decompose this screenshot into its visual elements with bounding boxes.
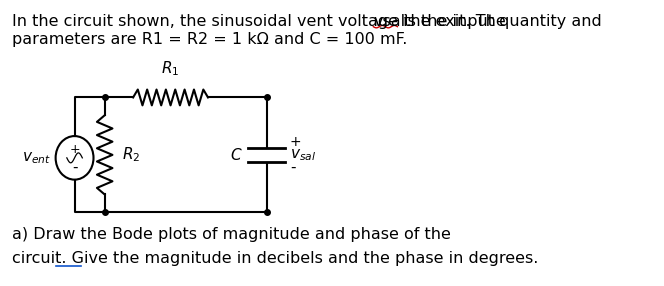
Text: $v_{sal}$: $v_{sal}$ <box>290 147 316 163</box>
Text: +: + <box>290 135 301 149</box>
Text: the exit. The: the exit. The <box>399 14 506 29</box>
Text: $C$: $C$ <box>230 147 242 163</box>
Text: +: + <box>69 144 80 156</box>
Text: a) Draw the Bode plots of magnitude and phase of the: a) Draw the Bode plots of magnitude and … <box>12 227 451 242</box>
Text: circuit. Give the magnitude in decibels and the phase in degrees.: circuit. Give the magnitude in decibels … <box>12 251 538 266</box>
Text: $v_{ent}$: $v_{ent}$ <box>23 150 51 166</box>
Text: vsal: vsal <box>373 14 406 29</box>
Text: $R_1$: $R_1$ <box>161 59 180 78</box>
Text: $R_2$: $R_2$ <box>122 146 140 164</box>
Text: In the circuit shown, the sinusoidal vent voltage is the input quantity and: In the circuit shown, the sinusoidal ven… <box>12 14 607 29</box>
Text: -: - <box>290 160 295 175</box>
Text: -: - <box>72 160 77 175</box>
Text: parameters are R1 = R2 = 1 kΩ and C = 100 mF.: parameters are R1 = R2 = 1 kΩ and C = 10… <box>12 32 407 47</box>
